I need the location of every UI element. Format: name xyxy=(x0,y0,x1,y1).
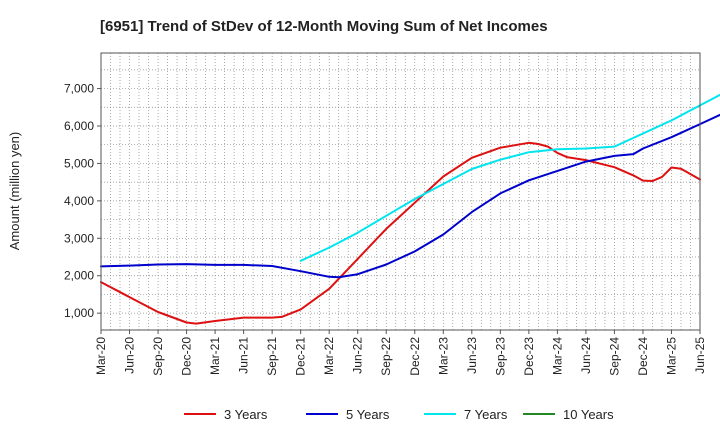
grid xyxy=(101,53,700,330)
x-tick-label: Dec-20 xyxy=(180,337,194,376)
x-tick-label: Jun-22 xyxy=(351,337,365,374)
y-tick-label: 7,000 xyxy=(64,82,94,96)
legend-label: 3 Years xyxy=(224,407,268,422)
y-tick-label: 1,000 xyxy=(64,306,94,320)
y-tick-label: 3,000 xyxy=(64,231,94,245)
x-tick-label: Jun-25 xyxy=(693,337,707,374)
x-tick-label: Dec-21 xyxy=(294,337,308,376)
x-tick-label: Dec-24 xyxy=(636,337,650,376)
x-tick-label: Sep-24 xyxy=(607,337,621,376)
x-tick-label: Dec-23 xyxy=(522,337,536,376)
x-tick-label: Mar-20 xyxy=(94,337,108,375)
x-tick-label: Jun-20 xyxy=(123,337,137,374)
x-tick-label: Jun-21 xyxy=(237,337,251,374)
plot-area xyxy=(100,52,701,331)
y-tick-label: 4,000 xyxy=(64,194,94,208)
x-axis-ticks: Mar-20 Jun-20 Sep-20 Dec-20 Mar-21 Jun-21 Sep-… xyxy=(94,330,707,376)
series-line-5-years xyxy=(100,113,720,279)
y-tick-label: 2,000 xyxy=(64,269,94,283)
y-tick-label: 6,000 xyxy=(64,119,94,133)
plot-frame xyxy=(100,52,701,331)
legend-label: 10 Years xyxy=(563,407,614,422)
x-tick-label: Mar-25 xyxy=(664,337,678,375)
x-tick-label: Mar-23 xyxy=(436,337,450,375)
x-tick-label: Sep-20 xyxy=(151,337,165,376)
x-tick-label: Mar-21 xyxy=(208,337,222,375)
legend: 3 Years 5 Years 7 Years 10 Years xyxy=(184,407,614,422)
x-tick-label: Mar-24 xyxy=(550,337,564,375)
series-line-3-years xyxy=(100,141,701,325)
series-lines xyxy=(100,93,720,325)
y-axis-label: Amount (million yen) xyxy=(7,132,22,251)
legend-label: 5 Years xyxy=(346,407,390,422)
x-tick-label: Sep-21 xyxy=(265,337,279,376)
x-tick-label: Sep-22 xyxy=(379,337,393,376)
x-tick-label: Dec-22 xyxy=(408,337,422,376)
x-tick-label: Mar-22 xyxy=(322,337,336,375)
x-tick-label: Jun-24 xyxy=(579,337,593,374)
y-axis-ticks: 1,000 2,000 3,000 4,000 5,000 6,000 7,000 xyxy=(64,82,101,320)
x-tick-label: Jun-23 xyxy=(465,337,479,374)
series-line-7-years xyxy=(299,93,720,262)
y-tick-label: 5,000 xyxy=(64,156,94,170)
x-tick-label: Sep-23 xyxy=(493,337,507,376)
chart-title: [6951] Trend of StDev of 12-Month Moving… xyxy=(100,18,548,35)
legend-label: 7 Years xyxy=(464,407,508,422)
